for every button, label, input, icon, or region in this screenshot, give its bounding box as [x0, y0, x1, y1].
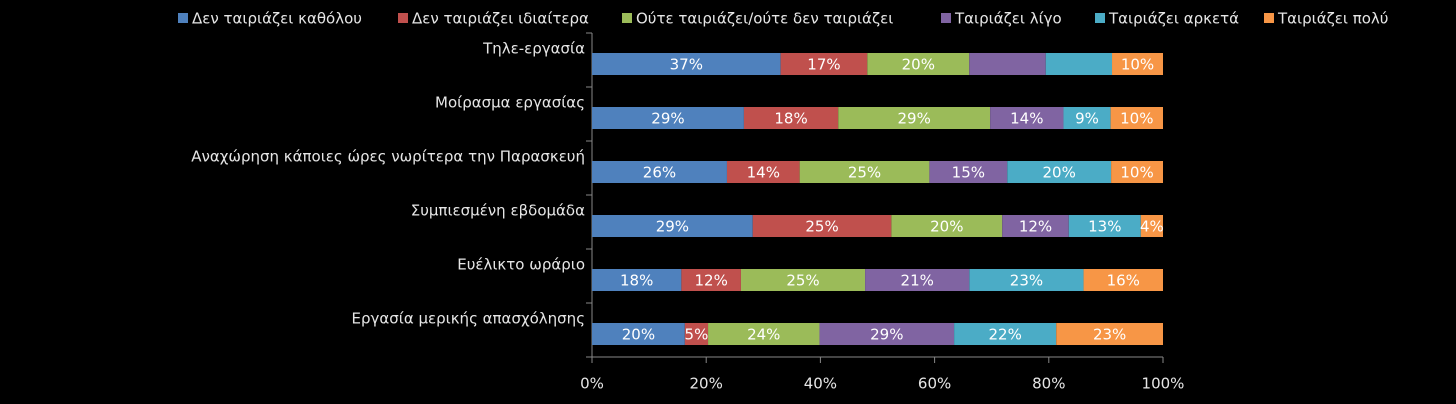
legend-label: Ταιριάζει αρκετά [1108, 10, 1239, 28]
bar-segment [1063, 107, 1111, 129]
data-label: 14% [1010, 110, 1043, 128]
data-label: 22% [988, 326, 1021, 344]
bar-segment [865, 269, 970, 291]
data-label: 29% [897, 110, 930, 128]
x-tick-label: 60% [918, 375, 951, 393]
bar-segment [1056, 323, 1163, 345]
bar-segment [780, 53, 868, 75]
bar-segment [1007, 161, 1112, 183]
legend-swatch [941, 13, 951, 23]
bar-segment [1083, 269, 1163, 291]
category-label: Αναχώρηση κάποιες ώρες νωρίτερα την Παρα… [191, 148, 585, 166]
bar-segment [1111, 161, 1163, 183]
category-label: Τηλε-εργασία [482, 40, 585, 58]
data-label: 25% [786, 272, 819, 290]
x-tick-label: 0% [580, 375, 604, 393]
data-label: 10% [1120, 110, 1153, 128]
category-label: Μοίρασμα εργασίας [435, 94, 585, 112]
bar-segment [592, 269, 682, 291]
bar-segment [726, 161, 800, 183]
x-tick-label: 80% [1032, 375, 1065, 393]
bar-segment [1068, 215, 1141, 237]
bar-segment [891, 215, 1003, 237]
data-label: 16% [1107, 272, 1140, 290]
data-label: 5% [685, 326, 709, 344]
data-label: 20% [930, 218, 963, 236]
data-label: 15% [952, 164, 985, 182]
data-label: 17% [807, 56, 840, 74]
bar-segment [1002, 215, 1069, 237]
bar-segment [592, 161, 727, 183]
bar-segment [799, 161, 930, 183]
data-label: 20% [1043, 164, 1076, 182]
data-label: 12% [694, 272, 727, 290]
bar-segment [681, 269, 741, 291]
bar-segment [1140, 215, 1163, 237]
data-label: 10% [1121, 56, 1154, 74]
category-label: Ευέλικτο ωράριο [457, 256, 585, 274]
data-label: 14% [747, 164, 780, 182]
bar-segment [592, 323, 685, 345]
bar-segment [708, 323, 820, 345]
bar-segment [954, 323, 1057, 345]
data-label: 25% [848, 164, 881, 182]
data-label: 29% [656, 218, 689, 236]
bar-segment [1045, 53, 1113, 75]
legend-label: Ταιριάζει λίγο [954, 10, 1062, 28]
data-label: 13% [1088, 218, 1121, 236]
data-label: 20% [902, 56, 935, 74]
category-label: Εργασία μερικής απασχόλησης [351, 310, 585, 328]
legend-label: Δεν ταιριάζει ιδιαίτερα [412, 10, 589, 28]
bar-segment [969, 53, 1046, 75]
bar-segment [838, 107, 991, 129]
data-label: 24% [747, 326, 780, 344]
bar-segment [592, 107, 744, 129]
bar-segment [990, 107, 1064, 129]
bar-segment [752, 215, 892, 237]
bar-segment [1110, 107, 1163, 129]
data-label: 18% [620, 272, 653, 290]
legend-label: Ταιριάζει πολύ [1277, 10, 1389, 28]
legend-swatch [1264, 13, 1274, 23]
data-label: 37% [670, 56, 703, 74]
data-label: 12% [1019, 218, 1052, 236]
legend-label: Ούτε ταιριάζει/ούτε δεν ταιριάζει [636, 10, 893, 28]
bar-segment [969, 269, 1084, 291]
category-label: Συμπιεσμένη εβδομάδα [411, 202, 585, 220]
legend-swatch [178, 13, 188, 23]
x-tick-label: 20% [690, 375, 723, 393]
data-label: 29% [651, 110, 684, 128]
data-label: 20% [622, 326, 655, 344]
bar-segment [819, 323, 955, 345]
x-tick-label: 40% [804, 375, 837, 393]
bar-segment [929, 161, 1008, 183]
bar-segment [684, 323, 709, 345]
data-label: 21% [901, 272, 934, 290]
data-label: 18% [774, 110, 807, 128]
data-label: 23% [1093, 326, 1126, 344]
bar-segment [867, 53, 970, 75]
data-label: 9% [1075, 110, 1099, 128]
legend-label: Δεν ταιριάζει καθόλου [192, 10, 362, 28]
bar-segment [592, 215, 753, 237]
data-label: 26% [643, 164, 676, 182]
data-label: 25% [805, 218, 838, 236]
legend-swatch [1095, 13, 1105, 23]
bar-segment [743, 107, 839, 129]
data-label: 10% [1120, 164, 1153, 182]
data-label: 4% [1140, 218, 1164, 236]
x-tick-label: 100% [1142, 375, 1185, 393]
legend-swatch [622, 13, 632, 23]
bar-segment [740, 269, 866, 291]
bar-segment [592, 53, 781, 75]
data-label: 29% [870, 326, 903, 344]
legend-swatch [398, 13, 408, 23]
data-label: 23% [1010, 272, 1043, 290]
bar-segment [1112, 53, 1163, 75]
